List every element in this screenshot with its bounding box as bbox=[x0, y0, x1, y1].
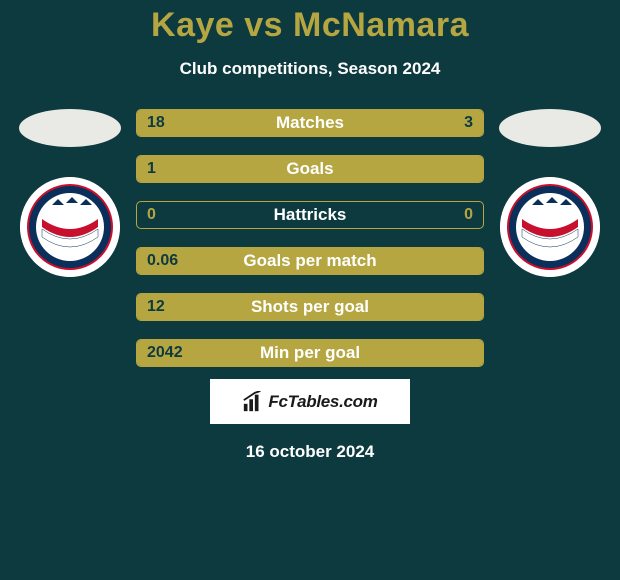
crest-left bbox=[20, 177, 120, 277]
brand-badge[interactable]: FcTables.com bbox=[210, 379, 410, 424]
right-column bbox=[490, 109, 610, 277]
brand-text: FcTables.com bbox=[268, 392, 377, 412]
stat-bars: 18Matches31Goals00Hattricks00.06Goals pe… bbox=[130, 109, 490, 367]
date-text: 16 october 2024 bbox=[246, 442, 375, 462]
crest-left-icon bbox=[20, 177, 120, 277]
stat-label: Goals bbox=[137, 156, 483, 182]
stat-row: 0Hattricks0 bbox=[136, 201, 484, 229]
chart-icon bbox=[242, 391, 264, 413]
stat-label: Goals per match bbox=[137, 248, 483, 274]
stat-value-right: 3 bbox=[464, 110, 473, 136]
root: Kaye vs McNamara Club competitions, Seas… bbox=[0, 0, 620, 580]
flag-right bbox=[499, 109, 601, 147]
stat-row: 12Shots per goal bbox=[136, 293, 484, 321]
stat-value-right: 0 bbox=[464, 156, 473, 182]
stat-value-right: 0 bbox=[464, 202, 473, 228]
stat-label: Hattricks bbox=[137, 202, 483, 228]
left-column bbox=[10, 109, 130, 277]
comparison-panel: 18Matches31Goals00Hattricks00.06Goals pe… bbox=[0, 109, 620, 367]
stat-row: 1Goals0 bbox=[136, 155, 484, 183]
stat-row: 18Matches3 bbox=[136, 109, 484, 137]
crest-right-icon bbox=[500, 177, 600, 277]
page-title: Kaye vs McNamara bbox=[151, 6, 469, 45]
stat-label: Shots per goal bbox=[137, 294, 483, 320]
stat-label: Matches bbox=[137, 110, 483, 136]
stat-row: 2042Min per goal bbox=[136, 339, 484, 367]
flag-left bbox=[19, 109, 121, 147]
crest-right bbox=[500, 177, 600, 277]
subtitle: Club competitions, Season 2024 bbox=[180, 59, 441, 79]
stat-label: Min per goal bbox=[137, 340, 483, 366]
stat-row: 0.06Goals per match bbox=[136, 247, 484, 275]
